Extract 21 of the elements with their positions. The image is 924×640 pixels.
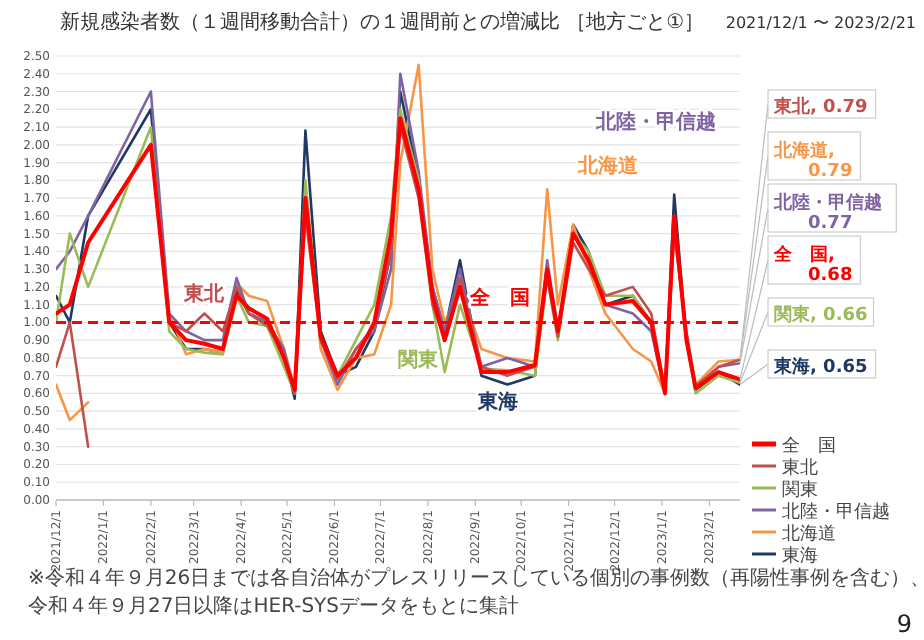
- annotation: 東海: [476, 390, 518, 414]
- annotation: 北陸・甲信越: [594, 110, 716, 134]
- legend-label: 北陸・甲信越: [782, 501, 890, 523]
- text: 2021/12/1 〜 2023/2/21: [725, 14, 916, 32]
- annotation: 北陸・甲信越 0.77: [772, 192, 889, 234]
- annotation: 全 国: [468, 286, 530, 310]
- annotation: 北海道: [576, 154, 640, 178]
- legend-label: 東海: [782, 545, 818, 567]
- annotation: 全 国, 0.68: [772, 244, 853, 286]
- annotation: 北海道, 0.79: [772, 140, 853, 182]
- annotation: 関東, 0.66: [774, 304, 868, 326]
- legend-label: 全 国: [782, 435, 836, 457]
- annotation: 東北, 0.79: [772, 96, 868, 118]
- text: 9: [896, 610, 912, 638]
- annotation: 東海, 0.65: [772, 356, 868, 378]
- legend-label: 北海道: [782, 523, 836, 545]
- legend-label: 東北: [782, 457, 818, 479]
- annotation: 東北: [182, 282, 226, 306]
- annotation: 関東: [398, 348, 440, 372]
- chart-title: 新規感染者数（１週間移動合計）の１週間前との増減比 ［地方ごと①］: [60, 10, 705, 34]
- legend-label: 関東: [782, 479, 818, 501]
